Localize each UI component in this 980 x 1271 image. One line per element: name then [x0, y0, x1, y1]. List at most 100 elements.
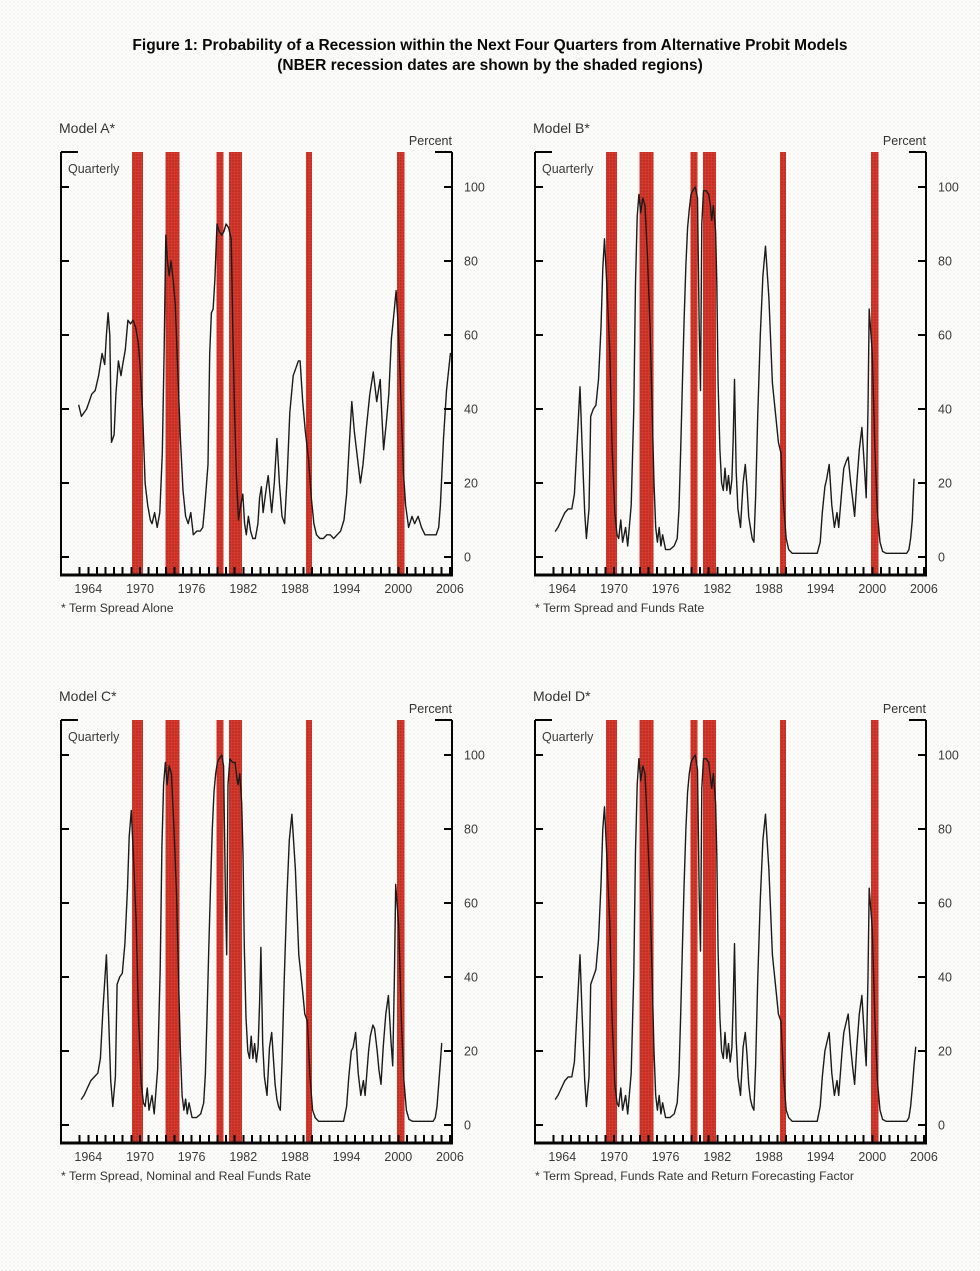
quarterly-label: Quarterly — [542, 162, 594, 176]
axis-frame — [60, 151, 453, 575]
nber-recession-band — [229, 720, 242, 1143]
x-tick-label: 1970 — [126, 582, 154, 596]
x-tick-label: 1970 — [600, 1150, 628, 1164]
nber-recession-band — [132, 152, 143, 575]
x-tick-label: 1970 — [600, 582, 628, 596]
panel-model-c: Quarterly 0 20 40 60 80 100 1964 1970 1976 1982 198… — [55, 683, 495, 1195]
model-c-percent-axis-label: Percent — [408, 702, 452, 716]
figure-title-line1: Figure 1: Probability of a Recession wit… — [132, 37, 848, 54]
x-tick-label: 1976 — [652, 582, 680, 596]
y-tick-label: 100 — [938, 180, 959, 194]
x-tick-label: 2000 — [384, 582, 412, 596]
x-tick-label: 2006 — [436, 582, 464, 596]
model-c-label: Model C* — [59, 688, 117, 704]
nber-recession-band — [606, 152, 617, 575]
probability-line — [554, 186, 915, 554]
model-b-footnote: * Term Spread and Funds Rate — [535, 601, 705, 615]
y-tick-label: 60 — [938, 328, 952, 342]
nber-recession-band — [690, 152, 698, 575]
chart-model-d: Quarterly 0 20 40 60 80 100 1964 1970 1976 1982 198… — [534, 719, 959, 1164]
x-axis-ticks — [78, 567, 451, 574]
nber-recession-band — [780, 152, 787, 575]
probability-line — [80, 754, 443, 1122]
x-tick-label: 1982 — [703, 1150, 731, 1164]
nber-recession-band — [606, 720, 617, 1143]
x-tick-label: 2000 — [384, 1150, 412, 1164]
nber-recession-band — [216, 152, 224, 575]
nber-recession-band — [216, 720, 224, 1143]
y-tick-label: 0 — [464, 550, 471, 564]
model-b-label: Model B* — [533, 120, 590, 136]
y-tick-label: 60 — [464, 328, 478, 342]
nber-recession-band — [397, 152, 405, 575]
panel-model-b: Quarterly 0 20 40 60 80 100 1964 1970 1976 1982 198… — [529, 115, 969, 627]
nber-recession-band — [780, 720, 787, 1143]
x-tick-label: 1976 — [178, 582, 206, 596]
y-tick-label: 80 — [464, 254, 478, 268]
probability-line — [554, 754, 917, 1122]
nber-recession-band — [132, 720, 143, 1143]
nber-recession-band — [690, 720, 698, 1143]
x-tick-label: 1964 — [548, 1150, 576, 1164]
x-tick-label: 2006 — [436, 1150, 464, 1164]
x-tick-label: 2006 — [910, 582, 938, 596]
y-tick-label: 40 — [464, 402, 478, 416]
y-tick-label: 60 — [464, 896, 478, 910]
x-tick-label: 2006 — [910, 1150, 938, 1164]
y-tick-label: 100 — [938, 748, 959, 762]
figure-title: Figure 1: Probability of a Recession wit… — [0, 36, 980, 76]
nber-recession-band — [165, 720, 180, 1143]
nber-recession-band — [639, 152, 654, 575]
nber-recession-band — [871, 720, 879, 1143]
nber-recession-band — [703, 152, 716, 575]
y-tick-label: 100 — [464, 748, 485, 762]
y-tick-label: 0 — [938, 550, 945, 564]
x-tick-label: 1964 — [74, 1150, 102, 1164]
probability-line — [78, 223, 452, 540]
y-tick-label: 20 — [464, 476, 478, 490]
y-tick-label: 0 — [464, 1118, 471, 1132]
y-tick-label: 60 — [938, 896, 952, 910]
model-b-percent-axis-label: Percent — [882, 134, 926, 148]
x-tick-label: 1976 — [178, 1150, 206, 1164]
model-d-percent-axis-label: Percent — [882, 702, 926, 716]
model-a-footnote: * Term Spread Alone — [61, 601, 174, 615]
model-c-footnote: * Term Spread, Nominal and Real Funds Ra… — [61, 1169, 311, 1183]
nber-recession-band — [229, 152, 242, 575]
y-tick-label: 40 — [938, 402, 952, 416]
x-tick-label: 1982 — [229, 1150, 257, 1164]
y-tick-label: 80 — [938, 822, 952, 836]
y-tick-label: 20 — [938, 476, 952, 490]
model-d-footnote: * Term Spread, Funds Rate and Return For… — [535, 1169, 854, 1183]
quarterly-label: Quarterly — [68, 162, 120, 176]
model-a-percent-axis-label: Percent — [408, 134, 452, 148]
x-tick-label: 1988 — [281, 582, 309, 596]
x-tick-label: 1964 — [74, 582, 102, 596]
x-tick-label: 1994 — [807, 582, 835, 596]
x-tick-label: 1970 — [126, 1150, 154, 1164]
y-tick-label: 40 — [938, 970, 952, 984]
nber-recession-band — [397, 720, 405, 1143]
x-tick-label: 1988 — [755, 1150, 783, 1164]
model-a-label: Model A* — [59, 120, 116, 136]
nber-recession-band — [165, 152, 180, 575]
x-tick-label: 1988 — [755, 582, 783, 596]
quarterly-label: Quarterly — [68, 730, 120, 744]
x-tick-label: 1988 — [281, 1150, 309, 1164]
model-d-label: Model D* — [533, 688, 591, 704]
y-axis-ticks — [535, 754, 926, 1126]
quarterly-label: Quarterly — [542, 730, 594, 744]
y-tick-label: 80 — [464, 822, 478, 836]
nber-recession-band — [703, 720, 716, 1143]
panel-model-a: Quarterly 0 20 40 60 80 100 1964 1970 1976 1982 198… — [55, 115, 495, 627]
x-tick-label: 1994 — [333, 582, 361, 596]
y-tick-label: 20 — [938, 1044, 952, 1058]
chart-model-c: Quarterly 0 20 40 60 80 100 1964 1970 1976 1982 198… — [60, 719, 485, 1164]
chart-model-a: Quarterly 0 20 40 60 80 100 1964 1970 1976 1982 198… — [60, 151, 485, 596]
x-tick-label: 2000 — [858, 1150, 886, 1164]
x-tick-label: 2000 — [858, 582, 886, 596]
nber-recession-band — [871, 152, 879, 575]
axis-frame — [60, 719, 453, 1143]
axis-frame — [534, 151, 927, 575]
y-tick-label: 80 — [938, 254, 952, 268]
